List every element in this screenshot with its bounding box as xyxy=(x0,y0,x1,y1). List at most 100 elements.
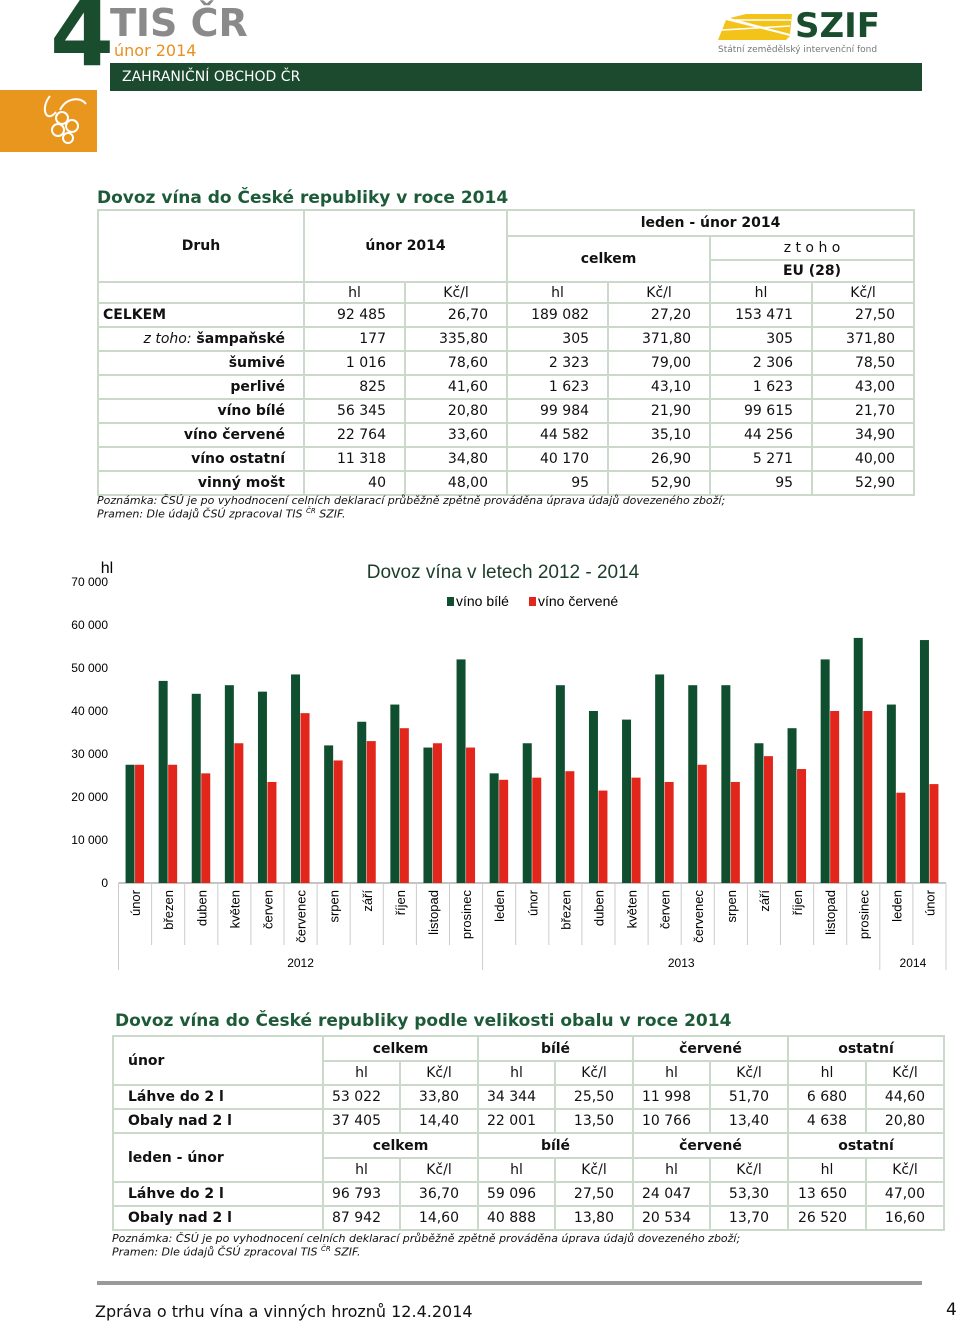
bar xyxy=(201,773,211,883)
cell: 33,60 xyxy=(403,422,509,448)
brand: TIS ČR xyxy=(110,1,248,45)
table-row: Láhve do 2 l 96 793 36,70 59 096 27,50 24 047… xyxy=(112,1181,945,1207)
szif-logo xyxy=(718,14,792,40)
bar xyxy=(423,747,433,883)
cell: celkem xyxy=(322,1132,479,1159)
cell: 34 344 xyxy=(477,1084,556,1110)
x-tick-label: listopad xyxy=(426,890,441,935)
source-end: SZIF. xyxy=(330,1245,361,1259)
cell: 10 766 xyxy=(632,1108,711,1134)
bar xyxy=(721,685,731,883)
cell: 371,80 xyxy=(811,326,916,352)
cell: 2 306 xyxy=(709,350,814,376)
bar xyxy=(333,760,343,883)
y-tick-label: 70 000 xyxy=(71,575,108,589)
bar xyxy=(797,769,807,883)
table2: únor celkem bílé červené ostatní hl Kč/l hl Kč/l… xyxy=(112,1035,945,1231)
row-prefix: z toho: xyxy=(143,331,192,347)
x-tick-label: prosinec xyxy=(459,890,474,940)
cell: 52,90 xyxy=(607,470,712,496)
cell: červené xyxy=(632,1035,789,1062)
cell: víno bílé xyxy=(97,398,305,424)
bar xyxy=(257,691,267,883)
bar xyxy=(896,792,906,883)
cell: 52,90 xyxy=(811,470,916,496)
row-label: perlivé xyxy=(230,379,285,395)
row-label: šumivé xyxy=(228,355,285,371)
legend-label: víno bílé xyxy=(456,593,509,609)
cell: 95 xyxy=(506,470,610,496)
source-text: Pramen: Dle údajů ČSÚ zpracoval TIS xyxy=(97,507,303,521)
bar xyxy=(135,764,145,883)
cell: 1 623 xyxy=(709,374,814,400)
cell: 24 047 xyxy=(632,1181,711,1207)
cell: hl xyxy=(632,1157,711,1183)
bar xyxy=(565,771,575,883)
cell: 21,90 xyxy=(607,398,712,424)
cell: 6 680 xyxy=(787,1084,867,1110)
bar xyxy=(522,743,532,883)
row-label: víno ostatní xyxy=(191,451,285,467)
bar xyxy=(820,659,830,883)
cell: 53 022 xyxy=(322,1084,401,1110)
cell: 27,50 xyxy=(811,302,916,328)
bar xyxy=(688,685,698,883)
cell: 78,50 xyxy=(811,350,916,376)
cell: 11 998 xyxy=(632,1084,711,1110)
bar xyxy=(555,685,565,883)
cell: 43,00 xyxy=(811,374,916,400)
cell: 305 xyxy=(709,326,814,352)
cell: 1 623 xyxy=(506,374,610,400)
x-tick-label: září xyxy=(360,890,375,912)
cell: hl xyxy=(477,1157,556,1183)
y-axis-label: hl xyxy=(101,560,113,577)
cell: 26,90 xyxy=(607,446,712,472)
table-row: EU (28) xyxy=(98,259,916,283)
bar xyxy=(366,741,376,883)
table-row: celkem z t o h o xyxy=(98,235,916,283)
bar xyxy=(324,745,334,883)
cell: 34,90 xyxy=(811,422,916,448)
bar xyxy=(191,693,201,883)
cell: 13,40 xyxy=(709,1108,789,1134)
cell: ostatní xyxy=(787,1132,945,1159)
table-row: hl Kč/l hl Kč/l hl Kč/l hl Kč/l xyxy=(113,1157,945,1183)
cell: 99 984 xyxy=(506,398,610,424)
page-number-big: 4 xyxy=(50,0,115,87)
bar xyxy=(588,711,598,883)
bar xyxy=(499,779,509,883)
x-tick-label: únor xyxy=(525,889,540,916)
cell: 51,70 xyxy=(709,1084,789,1110)
cell: 99 615 xyxy=(709,398,814,424)
cell: šumivé xyxy=(97,350,305,376)
cell: 2 323 xyxy=(506,350,610,376)
cell: Kč/l xyxy=(865,1060,945,1086)
group-label: 2014 xyxy=(900,956,927,970)
cell: 21,70 xyxy=(811,398,916,424)
cell: 22 764 xyxy=(303,422,406,448)
cell: Kč/l xyxy=(607,281,712,304)
note: Poznámka: ČSÚ je po vyhodnocení celních … xyxy=(97,494,726,507)
legend-swatch xyxy=(529,597,536,606)
row-label: CELKEM xyxy=(103,307,167,323)
note2: Poznámka: ČSÚ je po vyhodnocení celních … xyxy=(112,1232,741,1245)
cell: 40,00 xyxy=(811,446,916,472)
cell: 53,30 xyxy=(709,1181,789,1207)
table-row: Druh únor 2014 leden - únor 2014 xyxy=(97,209,916,283)
bar xyxy=(754,743,764,883)
cell: 27,20 xyxy=(607,302,712,328)
bar xyxy=(390,704,400,883)
grape-block xyxy=(0,90,97,152)
x-tick-label: říjen xyxy=(790,890,805,915)
bar xyxy=(357,721,367,883)
group-label: 2012 xyxy=(287,956,314,970)
cell: Láhve do 2 l xyxy=(112,1181,324,1207)
y-tick-label: 50 000 xyxy=(71,661,108,675)
cell: 43,10 xyxy=(607,374,712,400)
cell: červené xyxy=(632,1132,789,1159)
table-row: Obaly nad 2 l 87 942 14,60 40 888 13,80 20 53… xyxy=(112,1205,945,1231)
section: ZAHRANIČNÍ OBCHOD ČR xyxy=(122,69,301,85)
bar xyxy=(291,674,301,883)
bar xyxy=(399,728,409,883)
